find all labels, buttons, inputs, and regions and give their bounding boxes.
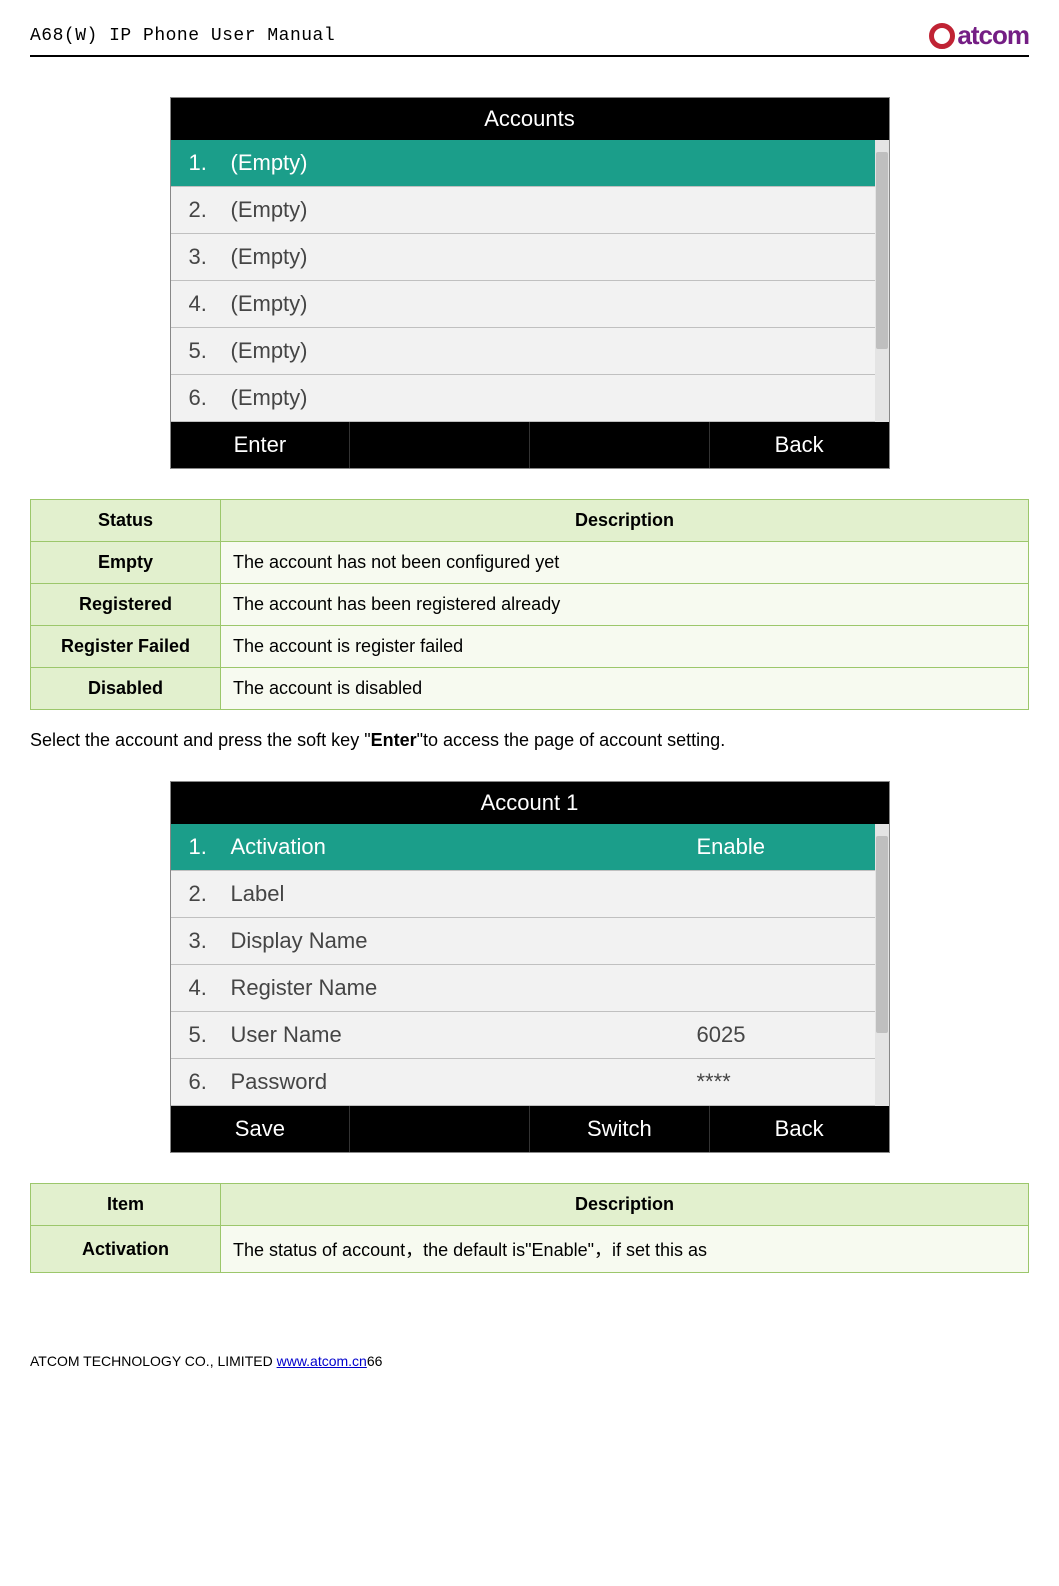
row-number: 6.: [189, 1069, 231, 1095]
scrollbar-thumb[interactable]: [876, 836, 888, 1033]
account-row-5[interactable]: 5. (Empty): [171, 328, 875, 375]
scrollbar[interactable]: [875, 824, 889, 1106]
footer-company: ATCOM TECHNOLOGY CO., LIMITED: [30, 1353, 277, 1369]
status-register-failed: Register Failed: [31, 626, 221, 668]
softkey-enter[interactable]: Enter: [171, 422, 351, 468]
softkey-bar: Save Switch Back: [171, 1106, 889, 1152]
status-registered: Registered: [31, 584, 221, 626]
desc-registered: The account has been registered already: [221, 584, 1029, 626]
row-number: 3.: [189, 244, 231, 270]
softkey-3[interactable]: [530, 422, 710, 468]
row-value: Enable: [697, 834, 857, 860]
account-row-4[interactable]: 4. (Empty): [171, 281, 875, 328]
softkey-back[interactable]: Back: [710, 1106, 889, 1152]
row-number: 2.: [189, 881, 231, 907]
row-label: Label: [231, 881, 697, 907]
status-table: Status Description Empty The account has…: [30, 499, 1029, 710]
row-label: (Empty): [231, 338, 857, 364]
footer-page-number: 66: [367, 1353, 383, 1369]
row-value: ****: [697, 1069, 857, 1095]
row-label: (Empty): [231, 197, 857, 223]
desc-disabled: The account is disabled: [221, 668, 1029, 710]
row-number: 2.: [189, 197, 231, 223]
desc-activation: The status of account，the default is"Ena…: [221, 1226, 1029, 1273]
row-label: Register Name: [231, 975, 697, 1001]
setting-row-register-name[interactable]: 4. Register Name: [171, 965, 875, 1012]
softkey-2[interactable]: [350, 422, 530, 468]
softkey-bar: Enter Back: [171, 422, 889, 468]
account-row-3[interactable]: 3. (Empty): [171, 234, 875, 281]
text-pre: Select the account and press the soft ke…: [30, 730, 371, 750]
account-row-1[interactable]: 1. (Empty): [171, 140, 875, 187]
row-label: (Empty): [231, 385, 857, 411]
softkey-switch[interactable]: Switch: [530, 1106, 710, 1152]
row-number: 5.: [189, 338, 231, 364]
row-label: Password: [231, 1069, 697, 1095]
logo-text: atcom: [957, 20, 1029, 51]
setting-row-label[interactable]: 2. Label: [171, 871, 875, 918]
text-post: "to access the page of account setting.: [417, 730, 726, 750]
col-description: Description: [221, 1184, 1029, 1226]
setting-row-password[interactable]: 6. Password ****: [171, 1059, 875, 1106]
row-number: 4.: [189, 291, 231, 317]
row-label: User Name: [231, 1022, 697, 1048]
row-label: Display Name: [231, 928, 697, 954]
desc-empty: The account has not been configured yet: [221, 542, 1029, 584]
row-label: (Empty): [231, 291, 857, 317]
row-number: 4.: [189, 975, 231, 1001]
row-number: 1.: [189, 834, 231, 860]
page-header: A68(W) IP Phone User Manual atcom: [30, 20, 1029, 57]
status-disabled: Disabled: [31, 668, 221, 710]
setting-row-display-name[interactable]: 3. Display Name: [171, 918, 875, 965]
row-number: 3.: [189, 928, 231, 954]
phone-screen-accounts: Accounts 1. (Empty) 2. (Empty) 3. (Empty…: [170, 97, 890, 469]
footer-link[interactable]: www.atcom.cn: [277, 1353, 367, 1369]
scrollbar[interactable]: [875, 140, 889, 422]
logo: atcom: [929, 20, 1029, 51]
item-activation: Activation: [31, 1226, 221, 1273]
logo-ring-icon: [929, 23, 955, 49]
row-label: Activation: [231, 834, 697, 860]
phone-screen-account1: Account 1 1. Activation Enable 2. Label …: [170, 781, 890, 1153]
status-empty: Empty: [31, 542, 221, 584]
softkey-save[interactable]: Save: [171, 1106, 351, 1152]
item-table: Item Description Activation The status o…: [30, 1183, 1029, 1273]
softkey-back[interactable]: Back: [710, 422, 889, 468]
instruction-text: Select the account and press the soft ke…: [30, 730, 1029, 751]
account-row-6[interactable]: 6. (Empty): [171, 375, 875, 422]
screen-title: Accounts: [171, 98, 889, 140]
row-label: (Empty): [231, 150, 857, 176]
text-bold: Enter: [371, 730, 417, 750]
col-description: Description: [221, 500, 1029, 542]
scrollbar-thumb[interactable]: [876, 152, 888, 349]
row-label: (Empty): [231, 244, 857, 270]
desc-register-failed: The account is register failed: [221, 626, 1029, 668]
col-status: Status: [31, 500, 221, 542]
manual-title: A68(W) IP Phone User Manual: [30, 26, 335, 46]
account-row-2[interactable]: 2. (Empty): [171, 187, 875, 234]
row-number: 1.: [189, 150, 231, 176]
row-value: 6025: [697, 1022, 857, 1048]
row-number: 5.: [189, 1022, 231, 1048]
screen-title: Account 1: [171, 782, 889, 824]
col-item: Item: [31, 1184, 221, 1226]
setting-row-user-name[interactable]: 5. User Name 6025: [171, 1012, 875, 1059]
softkey-2[interactable]: [350, 1106, 530, 1152]
setting-row-activation[interactable]: 1. Activation Enable: [171, 824, 875, 871]
page-footer: ATCOM TECHNOLOGY CO., LIMITED www.atcom.…: [30, 1353, 1029, 1369]
row-number: 6.: [189, 385, 231, 411]
